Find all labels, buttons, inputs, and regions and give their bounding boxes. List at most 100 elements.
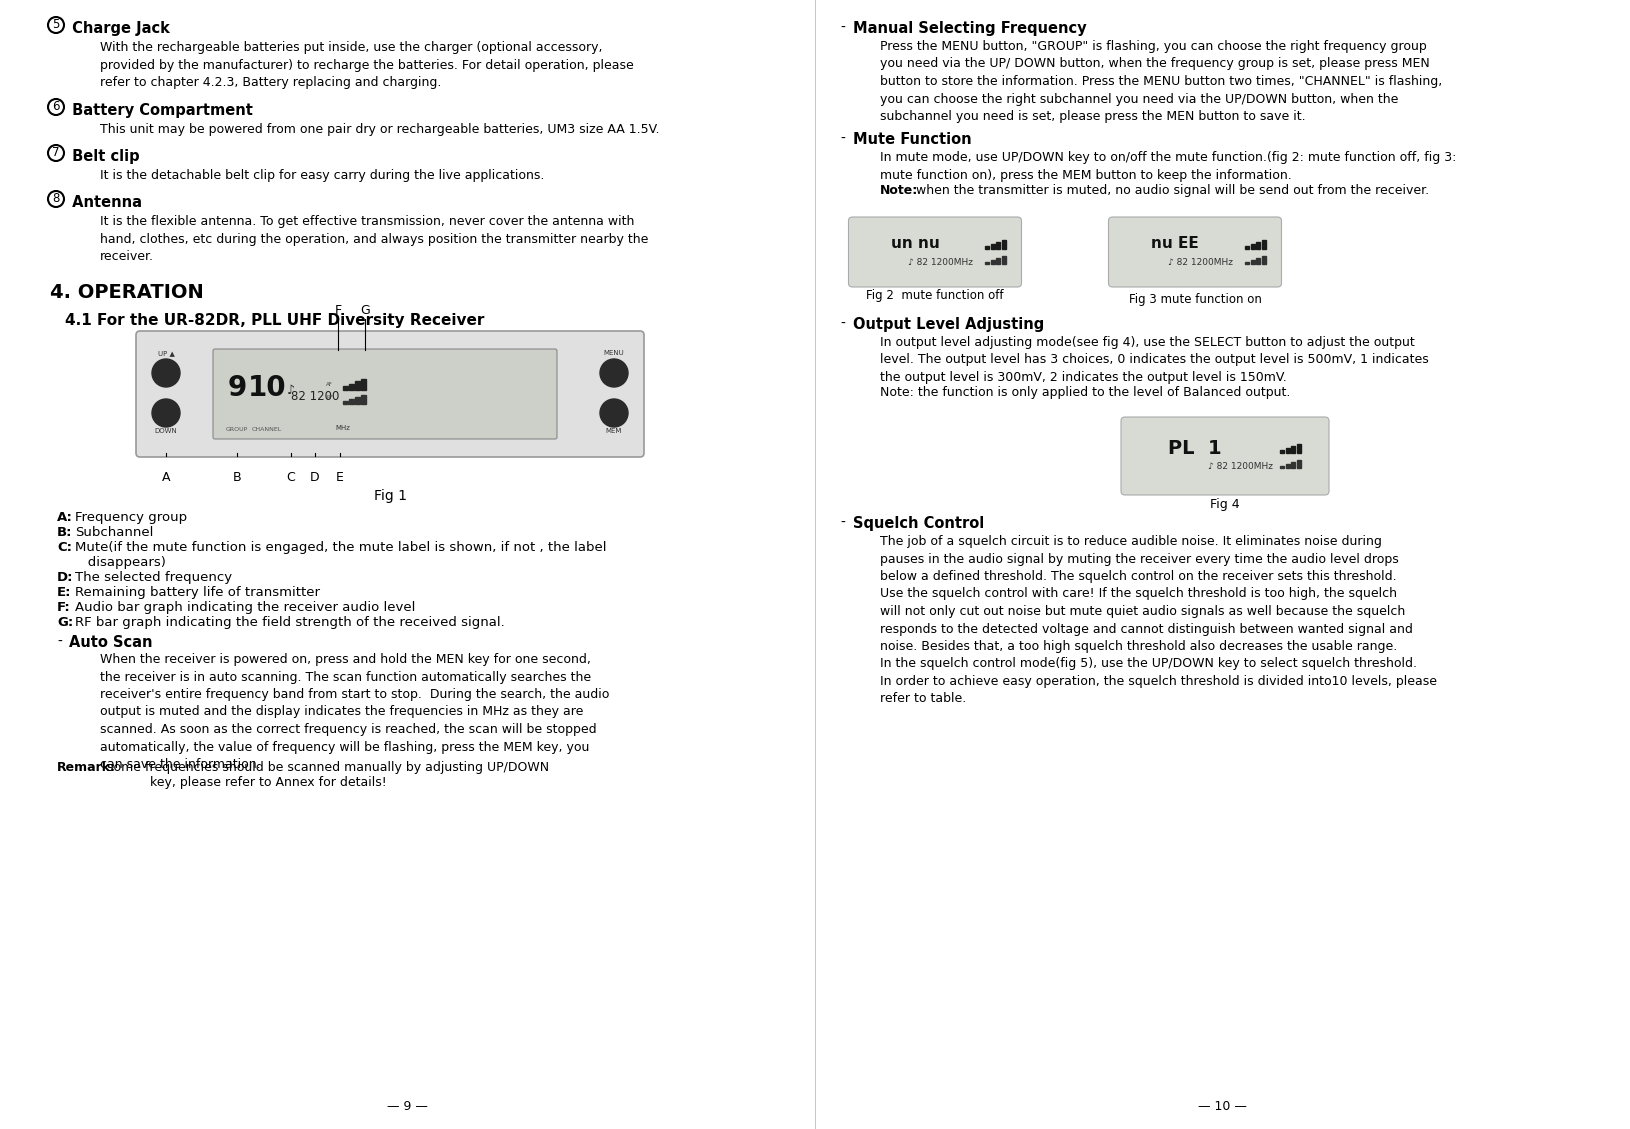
Bar (360, 378, 365, 390)
Text: E: E (336, 471, 344, 484)
Bar (1291, 446, 1294, 453)
Text: 4.1 For the UR-82DR, PLL UHF Diversity Receiver: 4.1 For the UR-82DR, PLL UHF Diversity R… (65, 313, 484, 329)
Text: F:: F: (57, 601, 70, 614)
Bar (355, 397, 360, 404)
Text: Belt clip: Belt clip (67, 149, 140, 164)
Text: ♪ 82 1200MHz: ♪ 82 1200MHz (908, 257, 973, 266)
Text: RF bar graph indicating the field strength of the received signal.: RF bar graph indicating the field streng… (75, 616, 505, 629)
Bar (1257, 242, 1260, 250)
Text: UP ▲: UP ▲ (158, 350, 174, 356)
Bar (1286, 464, 1289, 469)
Text: The selected frequency: The selected frequency (75, 571, 231, 584)
Text: Squelch Control: Squelch Control (852, 516, 985, 531)
Bar (991, 244, 994, 250)
Bar (1280, 449, 1284, 453)
Text: 5: 5 (52, 18, 60, 32)
FancyBboxPatch shape (1121, 417, 1328, 495)
Bar (1262, 239, 1265, 250)
Text: PL  1: PL 1 (1169, 438, 1222, 457)
Text: It is the detachable belt clip for easy carry during the live applications.: It is the detachable belt clip for easy … (99, 169, 544, 182)
Text: RF: RF (326, 395, 333, 400)
Bar (1245, 245, 1249, 250)
Text: G: G (360, 304, 370, 317)
Text: AF: AF (326, 382, 333, 387)
Text: MENU: MENU (603, 350, 624, 356)
Bar (1245, 262, 1249, 264)
Text: key, please refer to Annex for details!: key, please refer to Annex for details! (150, 776, 386, 789)
Bar (985, 245, 989, 250)
Text: F: F (334, 304, 342, 317)
Text: B: B (233, 471, 241, 484)
Text: ♪: ♪ (287, 384, 295, 396)
Bar (355, 380, 360, 390)
Bar (985, 262, 989, 264)
Text: 6: 6 (52, 100, 60, 114)
Text: Audio bar graph indicating the receiver audio level: Audio bar graph indicating the receiver … (75, 601, 416, 614)
Text: In mute mode, use UP/DOWN key to on/off the mute function.(fig 2: mute function : In mute mode, use UP/DOWN key to on/off … (880, 151, 1456, 182)
Text: Fig 1: Fig 1 (373, 489, 406, 504)
Text: nu EE: nu EE (1151, 236, 1200, 252)
Text: Note:: Note: (880, 184, 918, 196)
Text: Antenna: Antenna (67, 195, 142, 210)
Text: A:: A: (57, 511, 73, 524)
FancyBboxPatch shape (1108, 217, 1281, 287)
Bar (342, 401, 347, 404)
Text: Press the MENU button, "GROUP" is flashing, you can choose the right frequency g: Press the MENU button, "GROUP" is flashi… (880, 40, 1443, 123)
Text: 82 1200: 82 1200 (290, 390, 339, 403)
Bar (1280, 465, 1284, 469)
Text: It is the flexible antenna. To get effective transmission, never cover the anten: It is the flexible antenna. To get effec… (99, 215, 649, 263)
Circle shape (152, 399, 179, 427)
Bar (1262, 255, 1265, 264)
Bar (996, 257, 999, 264)
Bar (1257, 257, 1260, 264)
Text: When the receiver is powered on, press and hold the MEN key for one second,
the : When the receiver is powered on, press a… (99, 653, 610, 771)
Text: 10: 10 (248, 374, 287, 402)
Text: un nu: un nu (890, 236, 939, 252)
Bar (1001, 255, 1006, 264)
Text: D: D (310, 471, 319, 484)
Text: Battery Compartment: Battery Compartment (67, 103, 253, 119)
Text: -: - (839, 132, 844, 146)
Text: -: - (839, 317, 844, 331)
Bar (1250, 244, 1255, 250)
Text: ♪ 82 1200MHz: ♪ 82 1200MHz (1167, 257, 1232, 266)
Text: 9: 9 (227, 374, 246, 402)
Text: GROUP: GROUP (227, 427, 248, 432)
Bar (360, 395, 365, 404)
Text: ♪ 82 1200MHz: ♪ 82 1200MHz (1208, 462, 1273, 471)
Bar (991, 260, 994, 264)
Text: Mute(if the mute function is engaged, the mute label is shown, if not , the labe: Mute(if the mute function is engaged, th… (75, 541, 606, 554)
Circle shape (152, 359, 179, 387)
Text: 8: 8 (52, 193, 60, 205)
Text: — 10 —: — 10 — (1198, 1100, 1247, 1113)
Text: Fig 2  mute function off: Fig 2 mute function off (866, 289, 1004, 301)
Text: G:: G: (57, 616, 73, 629)
Bar (1296, 444, 1301, 453)
Circle shape (600, 359, 628, 387)
Text: C: C (287, 471, 295, 484)
Text: Fig 4: Fig 4 (1209, 498, 1240, 511)
Text: 7: 7 (52, 147, 60, 159)
Text: Fig 3 mute function on: Fig 3 mute function on (1128, 294, 1262, 306)
Text: Output Level Adjusting: Output Level Adjusting (852, 317, 1045, 332)
Text: Mute Function: Mute Function (852, 132, 971, 147)
Text: Remaining battery life of transmitter: Remaining battery life of transmitter (75, 586, 319, 599)
Text: Remark:: Remark: (57, 761, 116, 774)
Bar (349, 399, 354, 404)
Text: when the transmitter is muted, no audio signal will be send out from the receive: when the transmitter is muted, no audio … (916, 184, 1430, 196)
Bar (1296, 460, 1301, 469)
Text: Charge Jack: Charge Jack (67, 21, 170, 36)
Text: Subchannel: Subchannel (75, 526, 153, 539)
Bar (1250, 260, 1255, 264)
Text: CHANNEL: CHANNEL (253, 427, 282, 432)
Text: 4. OPERATION: 4. OPERATION (51, 283, 204, 301)
Bar (349, 384, 354, 390)
Text: The job of a squelch circuit is to reduce audible noise. It eliminates noise dur: The job of a squelch circuit is to reduc… (880, 535, 1438, 706)
Text: This unit may be powered from one pair dry or rechargeable batteries, UM3 size A: This unit may be powered from one pair d… (99, 123, 660, 135)
Text: A: A (161, 471, 170, 484)
Text: In output level adjusting mode(see fig 4), use the SELECT button to adjust the o: In output level adjusting mode(see fig 4… (880, 336, 1430, 384)
Text: Auto Scan: Auto Scan (68, 634, 153, 650)
Text: MEM: MEM (606, 428, 623, 434)
Text: -: - (839, 21, 844, 35)
Bar (1286, 447, 1289, 453)
